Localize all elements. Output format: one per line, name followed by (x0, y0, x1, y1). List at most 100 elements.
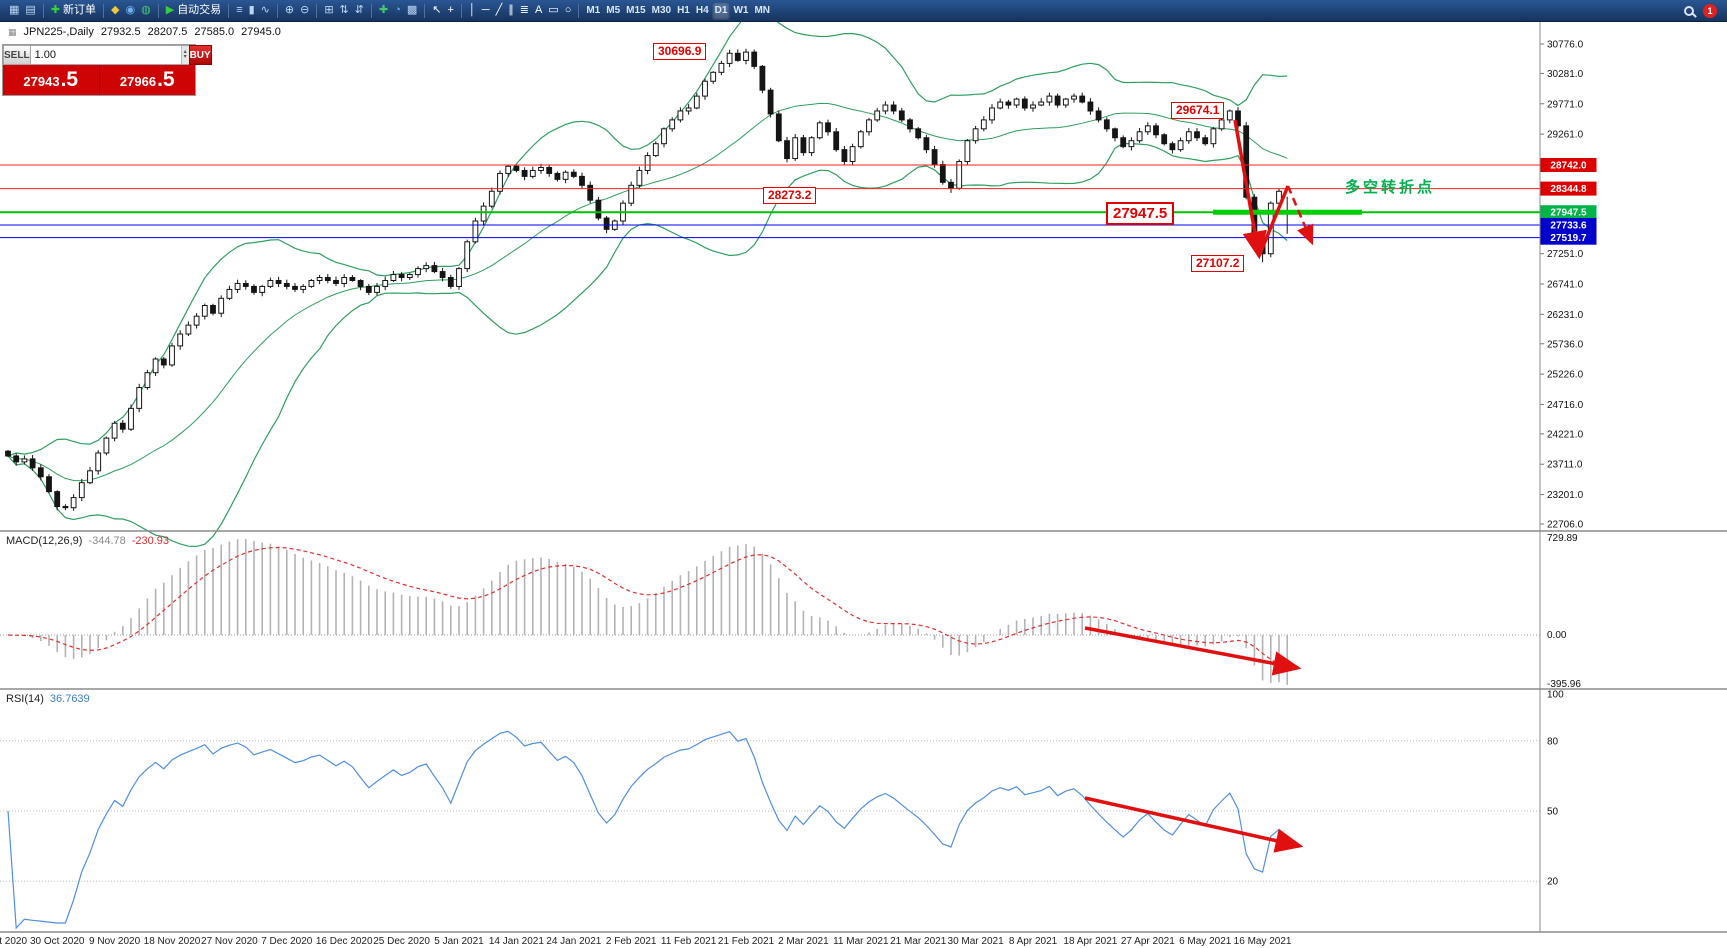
price-label-mar-low[interactable]: 28273.2 (763, 187, 817, 204)
notification-badge[interactable]: 1 (1703, 3, 1717, 18)
macd-main-value: -344.78 (88, 535, 126, 547)
toolbar-separator (316, 3, 318, 18)
timeframes-icon[interactable]: ◔ (391, 2, 404, 20)
cursor-icon: ↖ (432, 4, 442, 16)
autotrading-button[interactable]: ▶ 自动交易 (163, 2, 224, 20)
timeframe-mn[interactable]: MN (751, 2, 773, 20)
horizontal-line-icon[interactable]: ─ (479, 2, 493, 20)
timeframe-m5[interactable]: M5 (603, 2, 623, 20)
timeframe-m15[interactable]: M15 (623, 2, 648, 20)
timeframe-h1[interactable]: H1 (674, 2, 693, 20)
search-icon[interactable] (1684, 5, 1694, 16)
bar-chart-icon: ≡ (236, 4, 243, 16)
svg-text:2 Mar 2021: 2 Mar 2021 (778, 936, 829, 947)
timeframe-m30[interactable]: M30 (649, 2, 674, 20)
text-icon[interactable]: A (532, 2, 545, 20)
timeframe-m1[interactable]: M1 (583, 2, 603, 20)
svg-text:20: 20 (1547, 877, 1559, 888)
chart-profiles-icon[interactable]: ▤ (22, 2, 38, 20)
svg-text:21 Oct 2020: 21 Oct 2020 (0, 936, 27, 947)
price-label-may-low[interactable]: 27107.2 (1191, 255, 1245, 272)
new-chart-icon[interactable]: ▦ (6, 2, 22, 20)
svg-text:50: 50 (1547, 807, 1559, 818)
candlestick-chart-icon: ▮ (248, 4, 255, 16)
svg-text:29261.0: 29261.0 (1547, 130, 1584, 141)
svg-text:18 Nov 2020: 18 Nov 2020 (144, 936, 201, 947)
shapes-icon[interactable]: ○ (562, 2, 575, 20)
label-icon[interactable]: ▭ (545, 2, 561, 20)
high-value: 28207.5 (147, 26, 188, 38)
zoom-out-icon[interactable]: ⊖ (297, 2, 312, 20)
scripts-icon[interactable]: ◆ (108, 2, 122, 20)
bar-chart-icon[interactable]: ≡ (233, 2, 245, 20)
svg-text:80: 80 (1547, 736, 1559, 747)
zoom-in-icon[interactable]: ⊕ (282, 2, 297, 20)
stepper-up-icon[interactable]: ▴ (183, 49, 187, 55)
new-order-button[interactable]: ✚ 新订单 (48, 2, 99, 20)
volume-stepper[interactable]: ▴ ▾ (180, 46, 189, 64)
cascade-windows-icon[interactable]: ⇅ (337, 2, 352, 20)
arrange-windows-icon[interactable]: ⇵ (352, 2, 367, 20)
svg-text:21 Feb 2021: 21 Feb 2021 (718, 936, 775, 947)
svg-text:8 Apr 2021: 8 Apr 2021 (1009, 936, 1058, 947)
timeframe-h1-label: H1 (677, 4, 690, 16)
buy-button[interactable]: BUY (188, 45, 212, 65)
macd-panel: 729.89 0.00 -395.96 (0, 533, 1581, 690)
price-label-apr-high[interactable]: 29674.1 (1171, 102, 1225, 119)
toolbar-separator (157, 3, 159, 18)
svg-text:27519.7: 27519.7 (1550, 233, 1587, 244)
toolbar-separator (228, 3, 230, 18)
svg-text:24 Jan 2021: 24 Jan 2021 (546, 936, 601, 947)
new-order-button: ✚ (50, 4, 61, 16)
channel-icon[interactable]: ∥ (505, 2, 517, 20)
stepper-down-icon[interactable]: ▾ (183, 54, 187, 60)
svg-text:100: 100 (1547, 690, 1564, 701)
timeframe-h4[interactable]: H4 (693, 2, 712, 20)
symbol-info: ▦ JPN225-,Daily 27932.5 28207.5 27585.0 … (8, 26, 281, 38)
turning-point-note[interactable]: 多空转折点 (1345, 179, 1436, 196)
volume-input[interactable] (30, 46, 181, 64)
timeframe-w1[interactable]: W1 (730, 2, 751, 20)
svg-text:29771.0: 29771.0 (1547, 99, 1584, 110)
svg-text:24221.0: 24221.0 (1547, 429, 1584, 440)
svg-text:27733.6: 27733.6 (1550, 220, 1587, 231)
market-icon[interactable]: ◍ (138, 2, 154, 20)
svg-text:25226.0: 25226.0 (1547, 370, 1584, 381)
svg-text:22706.0: 22706.0 (1547, 520, 1584, 531)
symbol-title: JPN225-,Daily (23, 26, 94, 38)
crosshair-icon[interactable]: + (444, 2, 456, 20)
svg-text:28742.0: 28742.0 (1550, 160, 1587, 171)
panel-separators (0, 22, 1727, 933)
svg-text:26741.0: 26741.0 (1547, 280, 1584, 291)
community-icon[interactable]: ◉ (123, 2, 139, 20)
price-label-key-level[interactable]: 27947.5 (1106, 202, 1175, 225)
templates-icon[interactable]: ▩ (404, 2, 420, 20)
timeframe-m30-label: M30 (651, 4, 672, 16)
bollinger-bands (7, 8, 1288, 548)
svg-text:9 Nov 2020: 9 Nov 2020 (89, 936, 141, 947)
line-chart-icon[interactable]: ∿ (258, 2, 273, 20)
buy-price[interactable]: 27966.5 (99, 65, 195, 95)
toolbar-separator (370, 3, 372, 18)
fibonacci-icon[interactable]: ≣ (517, 2, 532, 20)
trend-arrows[interactable] (1084, 119, 1314, 853)
timeframe-h4-label: H4 (695, 4, 709, 16)
tile-windows-icon[interactable]: ⊞ (321, 2, 336, 20)
svg-text:16 Dec 2020: 16 Dec 2020 (316, 936, 373, 947)
indicators-icon[interactable]: ✚ (376, 2, 391, 20)
candlestick-chart-icon[interactable]: ▮ (246, 2, 258, 20)
svg-text:21 Mar 2021: 21 Mar 2021 (890, 936, 947, 947)
cursor-icon[interactable]: ↖ (429, 2, 444, 20)
trendline-icon[interactable]: ╱ (493, 2, 506, 20)
templates-icon: ▩ (406, 4, 418, 16)
label-icon: ▭ (548, 4, 559, 16)
new-order-button-label: 新订单 (63, 4, 97, 16)
price-label-peak[interactable]: 30696.9 (653, 43, 707, 60)
timeframe-d1[interactable]: D1 (711, 1, 731, 20)
one-click-trading-widget: SELL ▴▾ BUY 27943.5 27966.5 (2, 44, 212, 96)
zoom-out-icon: ⊖ (300, 4, 310, 16)
sell-button[interactable]: SELL (3, 45, 31, 65)
sell-price[interactable]: 27943.5 (3, 65, 100, 95)
vertical-line-icon[interactable]: │ (466, 2, 479, 20)
